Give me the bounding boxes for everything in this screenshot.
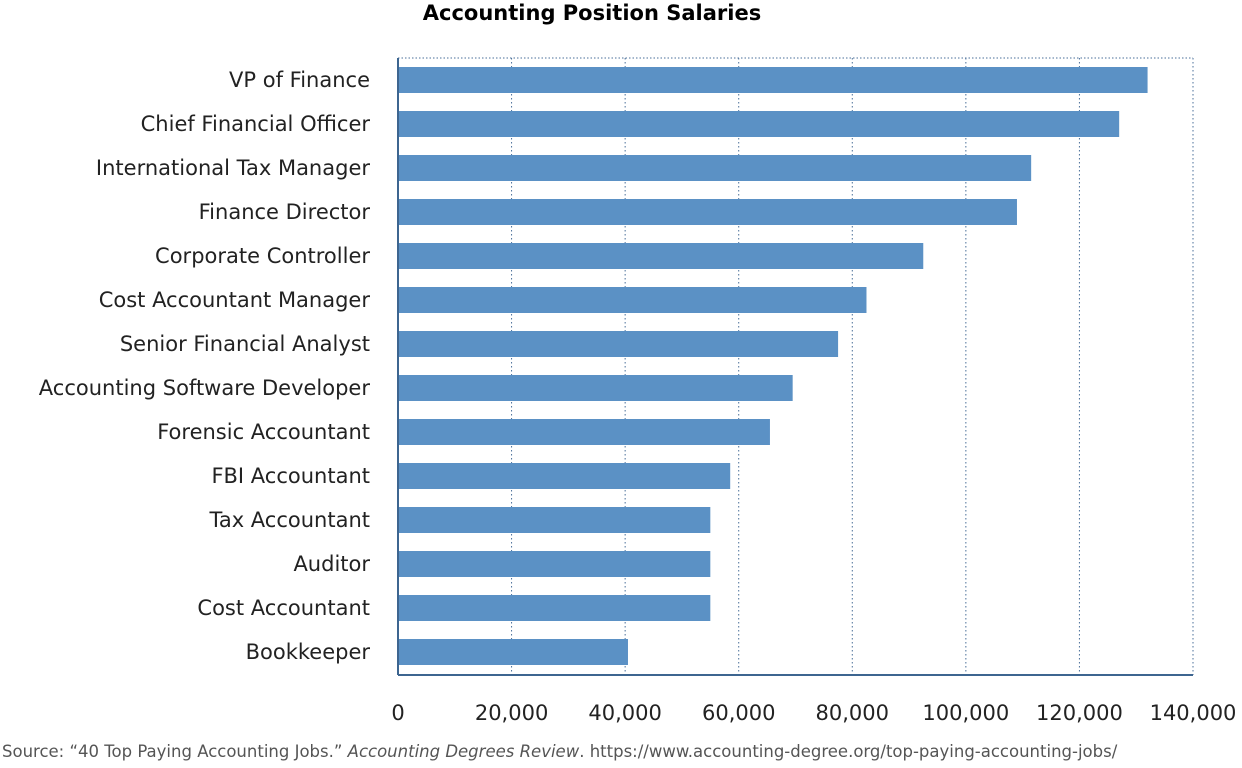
bar-chart: Accounting Position Salaries VP of Finan… xyxy=(39,1,1237,725)
x-tick-label: 100,000 xyxy=(922,701,1009,725)
gridlines xyxy=(398,57,1194,675)
x-tick-label: 40,000 xyxy=(588,701,661,725)
bar xyxy=(398,331,839,357)
bar xyxy=(398,639,628,665)
bar xyxy=(398,507,711,533)
category-labels: VP of Finance Chief Financial Officer Inte… xyxy=(39,68,371,664)
axes xyxy=(397,58,1193,676)
category-label: Auditor xyxy=(293,552,370,576)
x-tick-label: 60,000 xyxy=(702,701,775,725)
category-label: Cost Accountant Manager xyxy=(99,288,371,312)
x-tick-label: 80,000 xyxy=(816,701,889,725)
category-label: Tax Accountant xyxy=(208,508,370,532)
category-label: Senior Financial Analyst xyxy=(120,332,370,356)
source-prefix: Source: “40 Top Paying Accounting Jobs.” xyxy=(2,742,348,761)
category-label: VP of Finance xyxy=(229,68,370,92)
category-label: Finance Director xyxy=(199,200,371,224)
source-note: Source: “40 Top Paying Accounting Jobs.”… xyxy=(2,742,1117,761)
x-tick-label: 20,000 xyxy=(475,701,548,725)
bar xyxy=(398,111,1120,137)
bar xyxy=(398,375,793,401)
bar xyxy=(398,595,711,621)
bar xyxy=(398,243,924,269)
x-tick-labels: 0 20,000 40,000 60,000 80,000 100,000 120,000 1… xyxy=(391,701,1236,725)
bar xyxy=(398,287,867,313)
bar xyxy=(398,199,1017,225)
bar xyxy=(398,551,711,577)
category-label: Chief Financial Officer xyxy=(141,112,371,136)
category-label: Cost Accountant xyxy=(197,596,370,620)
source-publication: Accounting Degrees Review xyxy=(347,742,580,761)
bar xyxy=(398,463,731,489)
x-tick-label: 120,000 xyxy=(1036,701,1123,725)
category-label: International Tax Manager xyxy=(96,156,370,180)
bar xyxy=(398,67,1148,93)
chart-title: Accounting Position Salaries xyxy=(423,1,761,25)
x-tick-label: 0 xyxy=(391,701,404,725)
category-label: Forensic Accountant xyxy=(157,420,370,444)
category-label: Accounting Software Developer xyxy=(39,376,371,400)
bar xyxy=(398,419,770,445)
category-label: FBI Accountant xyxy=(211,464,370,488)
bar xyxy=(398,155,1032,181)
bars xyxy=(398,67,1148,665)
category-label: Corporate Controller xyxy=(155,244,370,268)
x-tick-label: 140,000 xyxy=(1150,701,1237,725)
source-suffix: . https://www.accounting-degree.org/top-… xyxy=(579,742,1118,761)
category-label: Bookkeeper xyxy=(246,640,371,664)
